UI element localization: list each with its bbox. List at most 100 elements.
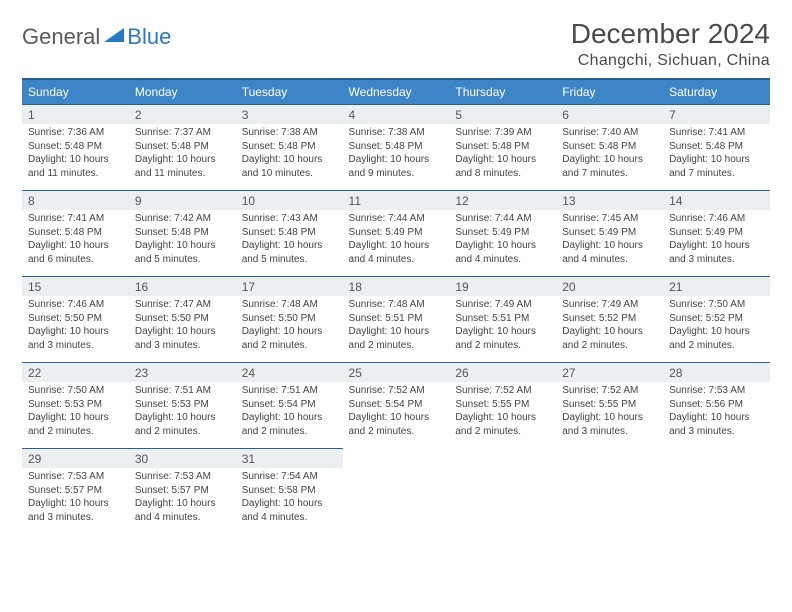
daylight-text: Daylight: 10 hours and 2 minutes. [669, 325, 764, 352]
daylight-text: Daylight: 10 hours and 8 minutes. [455, 153, 550, 180]
weekday-header-row: Sunday Monday Tuesday Wednesday Thursday… [22, 79, 770, 104]
calendar-day-cell: 22Sunrise: 7:50 AMSunset: 5:53 PMDayligh… [22, 362, 129, 448]
sunrise-text: Sunrise: 7:48 AM [242, 298, 337, 312]
calendar-week-row: 15Sunrise: 7:46 AMSunset: 5:50 PMDayligh… [22, 276, 770, 362]
daylight-text: Daylight: 10 hours and 3 minutes. [28, 325, 123, 352]
calendar-day-cell: 25Sunrise: 7:52 AMSunset: 5:54 PMDayligh… [343, 362, 450, 448]
daylight-text: Daylight: 10 hours and 2 minutes. [349, 325, 444, 352]
calendar-day-cell: 3Sunrise: 7:38 AMSunset: 5:48 PMDaylight… [236, 104, 343, 190]
sunrise-text: Sunrise: 7:36 AM [28, 126, 123, 140]
daylight-text: Daylight: 10 hours and 2 minutes. [455, 411, 550, 438]
sunset-text: Sunset: 5:48 PM [28, 140, 123, 154]
daylight-text: Daylight: 10 hours and 4 minutes. [242, 497, 337, 524]
calendar-day-cell: 13Sunrise: 7:45 AMSunset: 5:49 PMDayligh… [556, 190, 663, 276]
day-number: 3 [236, 104, 343, 124]
sunset-text: Sunset: 5:57 PM [28, 484, 123, 498]
calendar-week-row: 22Sunrise: 7:50 AMSunset: 5:53 PMDayligh… [22, 362, 770, 448]
sunrise-text: Sunrise: 7:37 AM [135, 126, 230, 140]
sunset-text: Sunset: 5:48 PM [562, 140, 657, 154]
sunrise-text: Sunrise: 7:53 AM [28, 470, 123, 484]
day-number: 2 [129, 104, 236, 124]
sunrise-text: Sunrise: 7:50 AM [669, 298, 764, 312]
sunrise-text: Sunrise: 7:42 AM [135, 212, 230, 226]
day-number: 8 [22, 190, 129, 210]
sunset-text: Sunset: 5:49 PM [562, 226, 657, 240]
sunset-text: Sunset: 5:49 PM [349, 226, 444, 240]
sunrise-text: Sunrise: 7:50 AM [28, 384, 123, 398]
daylight-text: Daylight: 10 hours and 7 minutes. [669, 153, 764, 180]
weekday-header: Monday [129, 79, 236, 104]
daylight-text: Daylight: 10 hours and 5 minutes. [242, 239, 337, 266]
sunrise-text: Sunrise: 7:49 AM [455, 298, 550, 312]
calendar-day-cell: 11Sunrise: 7:44 AMSunset: 5:49 PMDayligh… [343, 190, 450, 276]
day-number: 23 [129, 362, 236, 382]
day-number: 1 [22, 104, 129, 124]
day-number: 31 [236, 448, 343, 468]
day-number: 20 [556, 276, 663, 296]
sunset-text: Sunset: 5:50 PM [28, 312, 123, 326]
calendar-day-cell: 24Sunrise: 7:51 AMSunset: 5:54 PMDayligh… [236, 362, 343, 448]
sunset-text: Sunset: 5:48 PM [455, 140, 550, 154]
sunset-text: Sunset: 5:53 PM [135, 398, 230, 412]
sunrise-text: Sunrise: 7:51 AM [135, 384, 230, 398]
calendar-day-cell: 1Sunrise: 7:36 AMSunset: 5:48 PMDaylight… [22, 104, 129, 190]
sunrise-text: Sunrise: 7:38 AM [242, 126, 337, 140]
calendar-day-cell: 28Sunrise: 7:53 AMSunset: 5:56 PMDayligh… [663, 362, 770, 448]
month-title: December 2024 [571, 18, 770, 50]
day-number: 24 [236, 362, 343, 382]
calendar-day-cell: 29Sunrise: 7:53 AMSunset: 5:57 PMDayligh… [22, 448, 129, 534]
sunrise-text: Sunrise: 7:43 AM [242, 212, 337, 226]
calendar-day-cell: 21Sunrise: 7:50 AMSunset: 5:52 PMDayligh… [663, 276, 770, 362]
weekday-header: Wednesday [343, 79, 450, 104]
calendar-day-cell: 20Sunrise: 7:49 AMSunset: 5:52 PMDayligh… [556, 276, 663, 362]
daylight-text: Daylight: 10 hours and 6 minutes. [28, 239, 123, 266]
day-number: 27 [556, 362, 663, 382]
day-number: 15 [22, 276, 129, 296]
calendar-day-cell: 30Sunrise: 7:53 AMSunset: 5:57 PMDayligh… [129, 448, 236, 534]
sunset-text: Sunset: 5:49 PM [455, 226, 550, 240]
day-number: 25 [343, 362, 450, 382]
calendar-day-cell: 10 Sunrise: 7:43 AMSunset: 5:48 PMDayligh… [236, 190, 343, 276]
header: General Blue December 2024 Changchi, Sic… [22, 18, 770, 70]
day-number: 22 [22, 362, 129, 382]
day-number: 10 [236, 190, 343, 210]
sunrise-text: Sunrise: 7:49 AM [562, 298, 657, 312]
day-number: 18 [343, 276, 450, 296]
calendar-day-cell [556, 448, 663, 534]
calendar-day-cell: 31 Sunrise: 7:54 AMSunset: 5:58 PMDayligh… [236, 448, 343, 534]
sunrise-text: Sunrise: 7:53 AM [135, 470, 230, 484]
sunset-text: Sunset: 5:55 PM [562, 398, 657, 412]
calendar-day-cell: 7Sunrise: 7:41 AMSunset: 5:48 PMDaylight… [663, 104, 770, 190]
sunset-text: Sunset: 5:52 PM [562, 312, 657, 326]
sunrise-text: Sunrise: 7:44 AM [455, 212, 550, 226]
daylight-text: Daylight: 10 hours and 7 minutes. [562, 153, 657, 180]
daylight-text: Daylight: 10 hours and 2 minutes. [135, 411, 230, 438]
daylight-text: Daylight: 10 hours and 3 minutes. [28, 497, 123, 524]
calendar-day-cell: 2Sunrise: 7:37 AMSunset: 5:48 PMDaylight… [129, 104, 236, 190]
daylight-text: Daylight: 10 hours and 3 minutes. [669, 239, 764, 266]
sunset-text: Sunset: 5:48 PM [349, 140, 444, 154]
calendar-week-row: 8Sunrise: 7:41 AMSunset: 5:48 PMDaylight… [22, 190, 770, 276]
calendar-day-cell: 23 Sunrise: 7:51 AMSunset: 5:53 PMDayligh… [129, 362, 236, 448]
sunrise-text: Sunrise: 7:46 AM [28, 298, 123, 312]
sunset-text: Sunset: 5:49 PM [669, 226, 764, 240]
calendar-week-row: 1Sunrise: 7:36 AMSunset: 5:48 PMDaylight… [22, 104, 770, 190]
weekday-header: Tuesday [236, 79, 343, 104]
sunset-text: Sunset: 5:56 PM [669, 398, 764, 412]
day-number: 13 [556, 190, 663, 210]
sunrise-text: Sunrise: 7:54 AM [242, 470, 337, 484]
daylight-text: Daylight: 10 hours and 4 minutes. [562, 239, 657, 266]
calendar-day-cell: 12Sunrise: 7:44 AMSunset: 5:49 PMDayligh… [449, 190, 556, 276]
sunset-text: Sunset: 5:58 PM [242, 484, 337, 498]
calendar-day-cell [449, 448, 556, 534]
sunset-text: Sunset: 5:48 PM [135, 140, 230, 154]
sunrise-text: Sunrise: 7:38 AM [349, 126, 444, 140]
sunset-text: Sunset: 5:48 PM [242, 226, 337, 240]
day-number: 14 [663, 190, 770, 210]
day-number: 9 [129, 190, 236, 210]
logo-triangle-icon [104, 26, 124, 49]
weekday-header: Saturday [663, 79, 770, 104]
daylight-text: Daylight: 10 hours and 2 minutes. [242, 325, 337, 352]
calendar-day-cell: 18Sunrise: 7:48 AMSunset: 5:51 PMDayligh… [343, 276, 450, 362]
calendar-day-cell: 19Sunrise: 7:49 AMSunset: 5:51 PMDayligh… [449, 276, 556, 362]
